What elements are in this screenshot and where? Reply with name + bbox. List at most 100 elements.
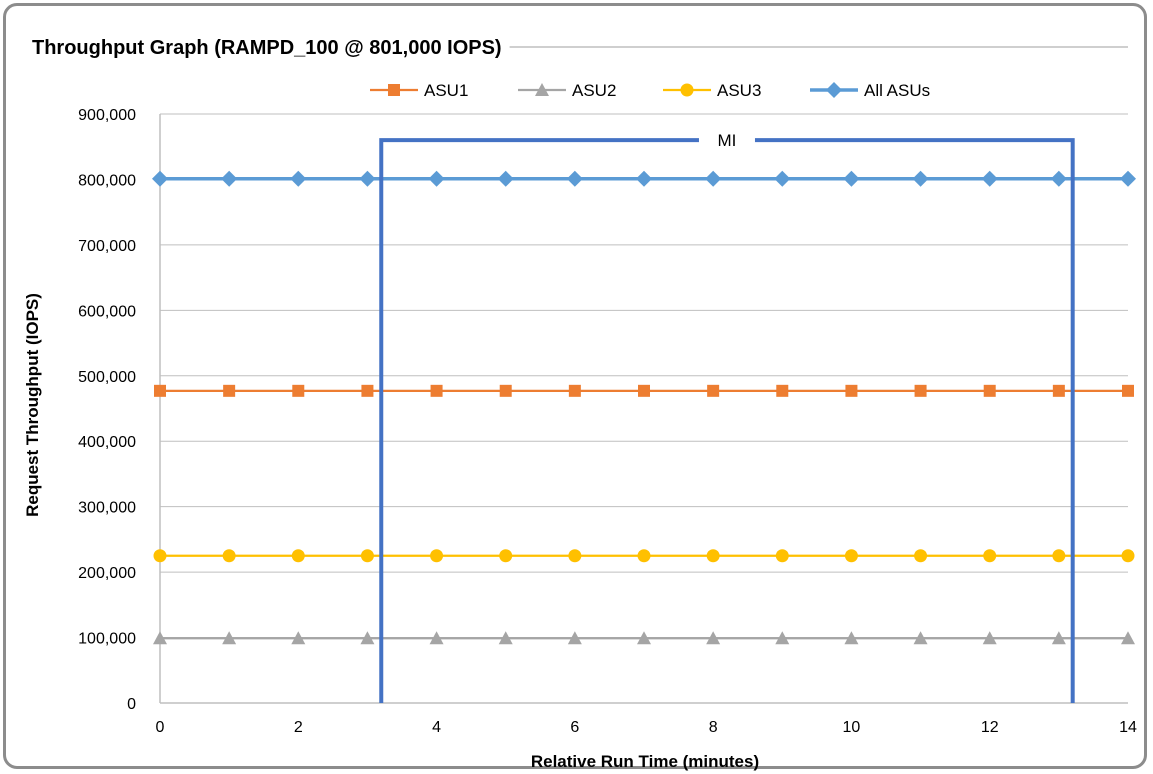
data-point-asu2 [844, 631, 859, 645]
x-tick-label: 12 [981, 719, 999, 736]
data-point-asu3 [222, 549, 236, 563]
data-point-asu1 [638, 384, 650, 397]
legend-label: ASU1 [424, 81, 468, 100]
data-point-asu1 [1122, 384, 1134, 397]
data-point-all-asus [981, 170, 998, 187]
x-tick-label: 14 [1119, 719, 1137, 736]
data-point-asu1 [1052, 384, 1065, 397]
x-tick-label: 10 [843, 719, 861, 736]
data-point-asu3 [983, 549, 997, 563]
data-point-asu2 [982, 631, 997, 645]
mi-annotation: MI [379, 128, 1075, 703]
data-point-asu3 [568, 549, 582, 563]
y-tick-label: 400,000 [78, 434, 136, 451]
data-point-all-asus [912, 170, 929, 187]
data-point-asu3 [153, 549, 167, 563]
data-point-asu2 [706, 631, 721, 645]
y-axis-title: Request Throughput (IOPS) [23, 293, 42, 517]
data-point-all-asus [774, 170, 791, 187]
legend-item-asu2: ASU2 [518, 81, 616, 100]
legend-marker [826, 82, 842, 98]
data-point-asu2 [291, 631, 306, 645]
legend-marker [680, 83, 694, 97]
y-tick-label: 900,000 [78, 107, 136, 124]
y-tick-label: 0 [127, 696, 136, 713]
legend-label: ASU2 [572, 81, 616, 100]
data-point-asu3 [914, 549, 928, 563]
data-point-asu1 [223, 384, 236, 397]
x-tick-labels: 0 2 4 6 8 10 12 14 [156, 719, 1137, 736]
data-point-asu3 [706, 549, 720, 563]
axes [159, 114, 1128, 704]
y-tick-label: 100,000 [78, 631, 136, 648]
data-point-all-asus [1120, 170, 1136, 187]
data-point-asu2 [222, 631, 237, 645]
data-point-asu1 [430, 384, 443, 397]
data-point-asu2 [1051, 631, 1066, 645]
y-tick-labels: 0 100,000 200,000 300,000 400,000 500,000 600,… [78, 107, 136, 713]
series-group [152, 170, 1136, 645]
legend-marker [535, 83, 549, 96]
series-asu2 [153, 631, 1135, 645]
x-axis-title: Relative Run Time (minutes) [531, 752, 759, 771]
legend-item-asu3: ASU3 [663, 81, 761, 100]
x-tick-label: 2 [294, 719, 303, 736]
data-point-asu3 [499, 549, 513, 563]
data-point-all-asus [290, 170, 307, 187]
data-point-all-asus [497, 170, 514, 187]
data-point-asu1 [845, 384, 858, 397]
data-point-asu3 [637, 549, 651, 563]
data-point-asu2 [637, 631, 651, 645]
data-point-all-asus [428, 170, 445, 187]
data-point-asu2 [429, 631, 444, 645]
data-point-asu1 [776, 384, 789, 397]
data-point-asu3 [291, 549, 305, 563]
data-point-asu3 [360, 549, 374, 563]
data-point-asu2 [775, 631, 790, 645]
data-point-asu2 [913, 631, 928, 645]
data-point-asu3 [1121, 549, 1135, 563]
series-asu3 [153, 549, 1135, 563]
data-point-asu3 [844, 549, 858, 563]
data-point-all-asus [705, 170, 722, 187]
data-point-asu1 [983, 384, 996, 397]
legend-item-asu1: ASU1 [370, 81, 468, 100]
y-tick-label: 200,000 [78, 565, 136, 582]
data-point-all-asus [221, 170, 238, 187]
legend-item-all-asus: All ASUs [810, 81, 930, 100]
data-point-asu1 [499, 384, 512, 397]
legend: ASU1 ASU2 ASU3 All ASUs [370, 81, 930, 100]
data-point-asu1 [292, 384, 305, 397]
data-point-asu1 [361, 384, 374, 397]
data-point-all-asus [359, 170, 376, 187]
data-point-asu2 [1121, 631, 1135, 645]
data-point-asu1 [707, 384, 720, 397]
x-tick-label: 8 [709, 719, 718, 736]
data-point-asu2 [360, 631, 375, 645]
data-point-asu2 [567, 631, 582, 645]
data-point-all-asus [636, 170, 652, 187]
series-asu1 [154, 384, 1134, 397]
x-tick-label: 4 [432, 719, 441, 736]
mi-label: MI [718, 131, 737, 150]
y-tick-label: 500,000 [78, 369, 136, 386]
data-point-asu1 [568, 384, 581, 397]
chart-title: Throughput Graph (RAMPD_100 @ 801,000 IO… [32, 37, 502, 59]
y-tick-label: 800,000 [78, 172, 136, 189]
data-point-asu1 [914, 384, 927, 397]
data-point-asu2 [498, 631, 513, 645]
mi-label-background [698, 128, 755, 153]
legend-label: All ASUs [864, 81, 930, 100]
data-point-asu3 [430, 549, 444, 563]
y-tick-label: 700,000 [78, 238, 136, 255]
y-tick-label: 600,000 [78, 303, 136, 320]
y-tick-label: 300,000 [78, 500, 136, 517]
x-tick-label: 0 [156, 719, 165, 736]
mi-bracket [379, 138, 1075, 703]
data-point-asu1 [154, 384, 166, 397]
data-point-all-asus [152, 170, 168, 187]
data-point-all-asus [843, 170, 860, 187]
legend-label: ASU3 [717, 81, 761, 100]
data-point-asu3 [1052, 549, 1066, 563]
